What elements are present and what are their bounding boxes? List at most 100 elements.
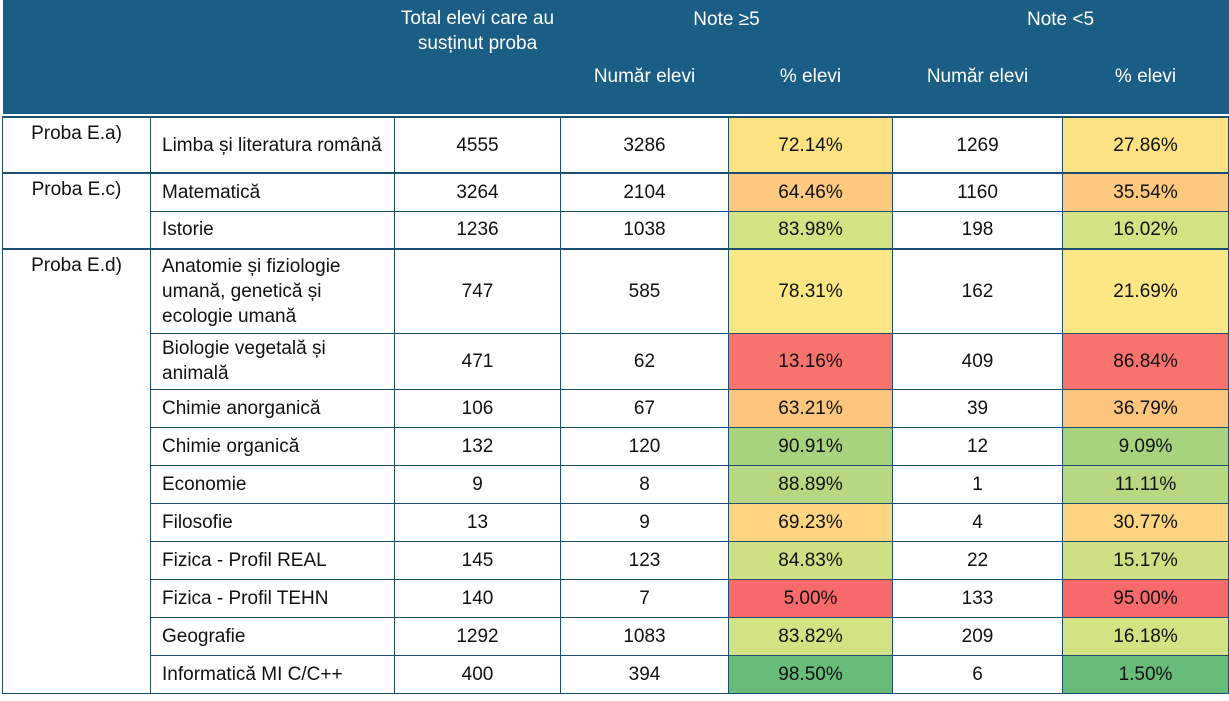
pass-count-cell: 9 (560, 502, 729, 542)
pass-count-cell: 585 (560, 248, 729, 334)
subject-cell: Fizica - Profil REAL (150, 540, 395, 580)
fail-percent-cell: 21.69% (1062, 248, 1229, 334)
probe-name: Proba E.c) (2, 172, 151, 250)
table-row: Fizica - Profil TEHN 140 7 5.00% 133 95.00% (3, 578, 1229, 618)
pass-percent-cell: 5.00% (727, 578, 894, 618)
subject-cell: Chimie anorganică (150, 388, 395, 428)
pass-percent-cell: 69.23% (727, 502, 894, 542)
subject-cell: Chimie organică (150, 426, 395, 466)
pass-percent-cell: 63.21% (727, 388, 894, 428)
total-cell: 1292 (394, 616, 561, 656)
total-cell: 471 (394, 332, 561, 390)
fail-count-cell: 198 (892, 210, 1064, 250)
pass-count-cell: 7 (560, 578, 729, 618)
fail-count-cell: 6 (892, 654, 1064, 694)
fail-count-cell: 1160 (892, 172, 1064, 212)
pass-percent-cell: 72.14% (727, 116, 894, 174)
pass-percent-cell: 83.98% (727, 210, 894, 250)
pass-percent-cell: 90.91% (727, 426, 894, 466)
fail-percent-cell: 30.77% (1062, 502, 1229, 542)
total-cell: 747 (394, 248, 561, 334)
table-row: Chimie anorganică 106 67 63.21% 39 36.79% (3, 388, 1229, 428)
subject-cell: Economie (150, 464, 395, 504)
header-pass-percent: % elevi (728, 38, 893, 114)
fail-percent-cell: 16.02% (1062, 210, 1229, 250)
table-row: Chimie organică 132 120 90.91% 12 9.09% (3, 426, 1229, 466)
fail-count-cell: 409 (892, 332, 1064, 390)
subject-cell: Geografie (150, 616, 395, 656)
fail-count-cell: 1269 (892, 116, 1064, 174)
table-row: Economie 9 8 88.89% 1 11.11% (3, 464, 1229, 504)
total-cell: 9 (394, 464, 561, 504)
pass-count-cell: 120 (560, 426, 729, 466)
pass-percent-cell: 13.16% (727, 332, 894, 390)
table-row: Fizica - Profil REAL 145 123 84.83% 22 15.17% (3, 540, 1229, 580)
fail-count-cell: 162 (892, 248, 1064, 334)
probe-name: Proba E.a) (2, 116, 151, 174)
subject-cell: Limba și literatura română (150, 116, 395, 174)
fail-percent-cell: 9.09% (1062, 426, 1229, 466)
total-cell: 4555 (394, 116, 561, 174)
subject-cell: Anatomie și fiziologie umană, genetică ș… (150, 248, 395, 334)
total-cell: 132 (394, 426, 561, 466)
pass-percent-cell: 98.50% (727, 654, 894, 694)
table-header: Total elevi care au susținut proba Note … (2, 0, 1229, 114)
total-cell: 13 (394, 502, 561, 542)
table-row: Istorie 1236 1038 83.98% 198 16.02% (3, 210, 1229, 250)
fail-percent-cell: 27.86% (1062, 116, 1229, 174)
fail-percent-cell: 36.79% (1062, 388, 1229, 428)
fail-percent-cell: 15.17% (1062, 540, 1229, 580)
total-cell: 140 (394, 578, 561, 618)
pass-count-cell: 394 (560, 654, 729, 694)
fail-count-cell: 1 (892, 464, 1064, 504)
fail-percent-cell: 35.54% (1062, 172, 1229, 212)
subject-cell: Fizica - Profil TEHN (150, 578, 395, 618)
table-body: Proba E.a) Limba și literatura română 4555… (2, 114, 1229, 694)
table-row: Proba E.d) Anatomie și fiziologie umană, … (2, 248, 1229, 694)
pass-count-cell: 1038 (560, 210, 729, 250)
subject-cell: Biologie vegetală și animală (150, 332, 395, 390)
subject-cell: Informatică MI C/C++ (150, 654, 395, 694)
pass-percent-cell: 88.89% (727, 464, 894, 504)
table-row: Filosofie 13 9 69.23% 4 30.77% (3, 502, 1229, 542)
total-cell: 400 (394, 654, 561, 694)
pass-count-cell: 2104 (560, 172, 729, 212)
pass-percent-cell: 83.82% (727, 616, 894, 656)
fail-percent-cell: 86.84% (1062, 332, 1229, 390)
subject-cell: Filosofie (150, 502, 395, 542)
table-row: Proba E.c) Matematică 3264 2104 64.46% 1160 35… (2, 172, 1229, 250)
pass-count-cell: 62 (560, 332, 729, 390)
table-row: Geografie 1292 1083 83.82% 209 16.18% (3, 616, 1229, 656)
pass-count-cell: 3286 (560, 116, 729, 174)
table-row: Informatică MI C/C++ 400 394 98.50% 6 1.50% (3, 654, 1229, 694)
fail-count-cell: 22 (892, 540, 1064, 580)
header-blank-probe (2, 0, 151, 114)
total-cell: 3264 (394, 172, 561, 212)
pass-count-cell: 123 (560, 540, 729, 580)
total-cell: 106 (394, 388, 561, 428)
header-fail-percent: % elevi (1062, 38, 1229, 114)
header-pass-count: Număr elevi (560, 38, 729, 114)
pass-percent-cell: 64.46% (727, 172, 894, 212)
fail-percent-cell: 16.18% (1062, 616, 1229, 656)
table-row: Proba E.a) Limba și literatura română 4555… (2, 116, 1229, 174)
table-row: Biologie vegetală și animală 471 62 13.16% 4… (3, 332, 1229, 390)
pass-percent-cell: 78.31% (727, 248, 894, 334)
fail-count-cell: 209 (892, 616, 1064, 656)
header-fail-count: Număr elevi (892, 38, 1063, 114)
pass-count-cell: 8 (560, 464, 729, 504)
total-cell: 145 (394, 540, 561, 580)
subject-cell: Istorie (150, 210, 395, 250)
total-cell: 1236 (394, 210, 561, 250)
pass-count-cell: 67 (560, 388, 729, 428)
fail-count-cell: 39 (892, 388, 1064, 428)
header-fail-group: Note <5 (892, 0, 1229, 38)
header-total: Total elevi care au susținut proba (394, 0, 561, 114)
fail-percent-cell: 95.00% (1062, 578, 1229, 618)
header-blank-subject (150, 0, 395, 114)
probe-name: Proba E.d) (2, 248, 151, 694)
fail-count-cell: 4 (892, 502, 1064, 542)
pass-percent-cell: 84.83% (727, 540, 894, 580)
pass-count-cell: 1083 (560, 616, 729, 656)
